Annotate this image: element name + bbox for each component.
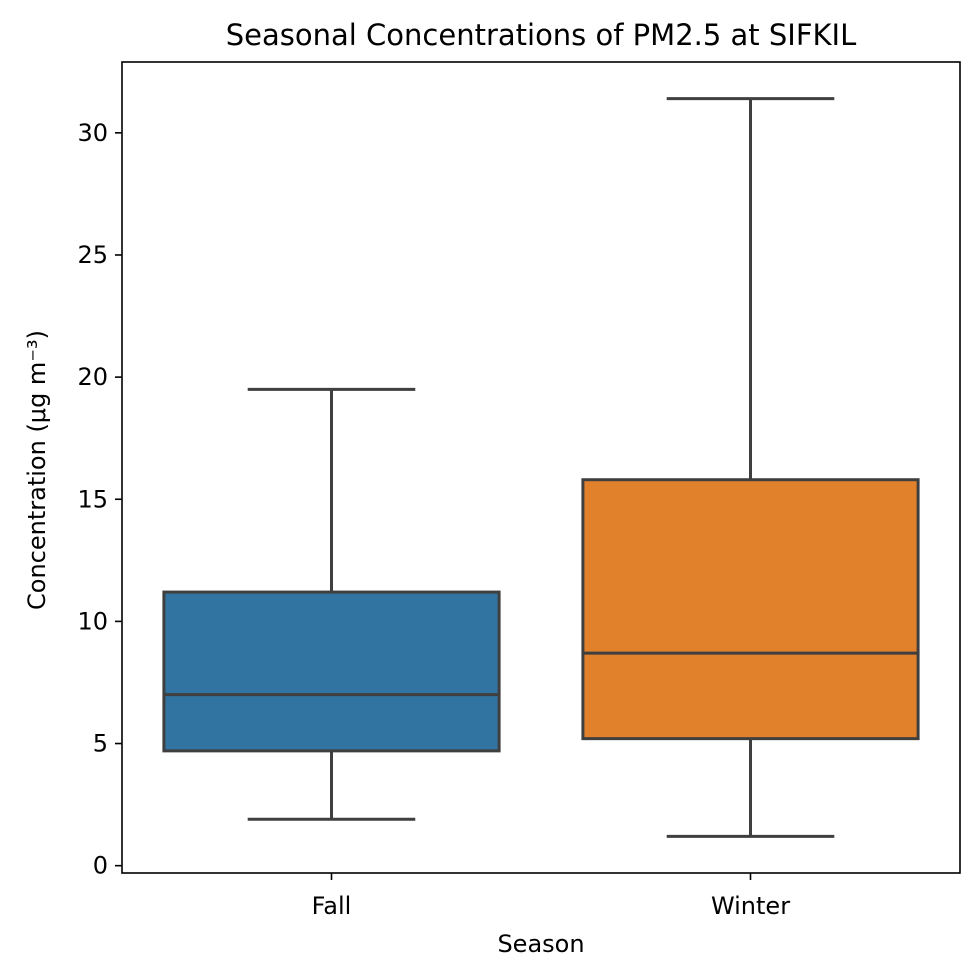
y-tick-label: 20 <box>77 363 108 391</box>
y-tick-label: 30 <box>77 119 108 147</box>
y-tick-label: 25 <box>77 241 108 269</box>
iqr-box <box>162 590 501 753</box>
box-fall <box>162 387 501 821</box>
y-axis-label: Concentration (μg m⁻³) <box>23 330 51 610</box>
plot-frame <box>121 61 961 874</box>
x-axis: Fall Winter <box>312 873 790 920</box>
y-tick-label: 0 <box>93 852 108 880</box>
y-axis: 0 5 10 15 20 25 30 <box>77 119 122 880</box>
plot-area <box>162 97 920 838</box>
chart-title: Seasonal Concentrations of PM2.5 at SIFK… <box>226 18 857 52</box>
x-axis-label: Season <box>497 930 584 958</box>
iqr-box <box>581 478 920 741</box>
y-tick-label: 15 <box>77 485 108 513</box>
box-winter <box>581 97 920 838</box>
x-tick-label-winter: Winter <box>711 892 790 920</box>
x-tick-label-fall: Fall <box>312 892 352 920</box>
y-tick-label: 10 <box>77 607 108 635</box>
y-tick-label: 5 <box>93 730 108 758</box>
